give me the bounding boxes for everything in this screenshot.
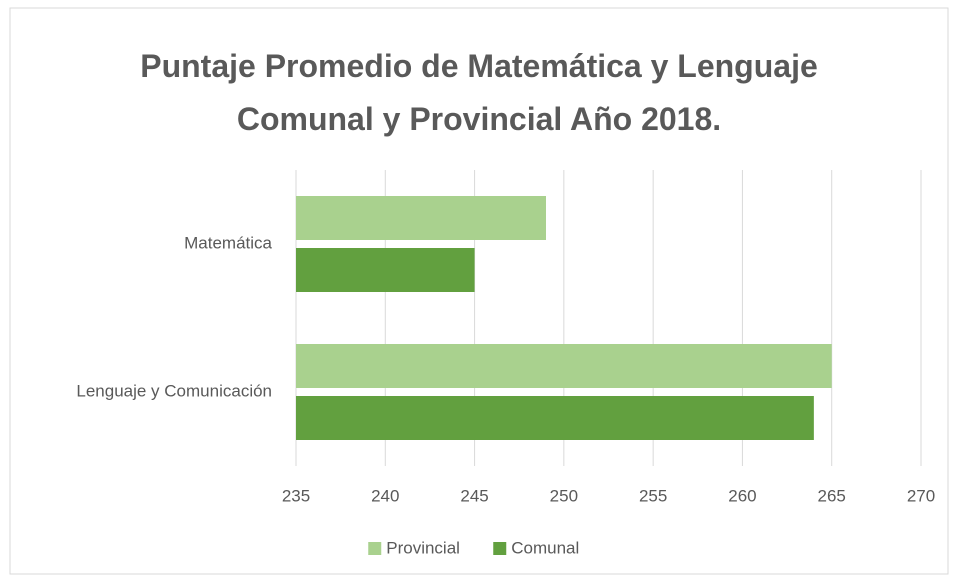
legend-swatch — [493, 542, 507, 555]
legend-label: Comunal — [511, 538, 579, 557]
legend-swatch — [368, 542, 382, 555]
x-tick-label: 255 — [639, 486, 667, 505]
bar — [296, 248, 475, 292]
bar — [296, 396, 814, 440]
x-tick-label: 265 — [818, 486, 846, 505]
x-tick-label: 240 — [371, 486, 399, 505]
legend-label: Provincial — [386, 538, 460, 557]
x-tick-label: 250 — [550, 486, 578, 505]
y-tick-label: Lenguaje y Comunicación — [76, 381, 272, 400]
bar — [296, 196, 546, 240]
x-tick-label: 270 — [907, 486, 935, 505]
y-tick-label: Matemática — [184, 233, 272, 252]
x-tick-label: 235 — [282, 486, 310, 505]
bar — [296, 344, 832, 388]
chart-border — [9, 7, 949, 575]
x-tick-label: 260 — [728, 486, 756, 505]
chart-title: Puntaje Promedio de Matemática y Lenguaj… — [140, 48, 818, 137]
x-tick-label: 245 — [460, 486, 488, 505]
